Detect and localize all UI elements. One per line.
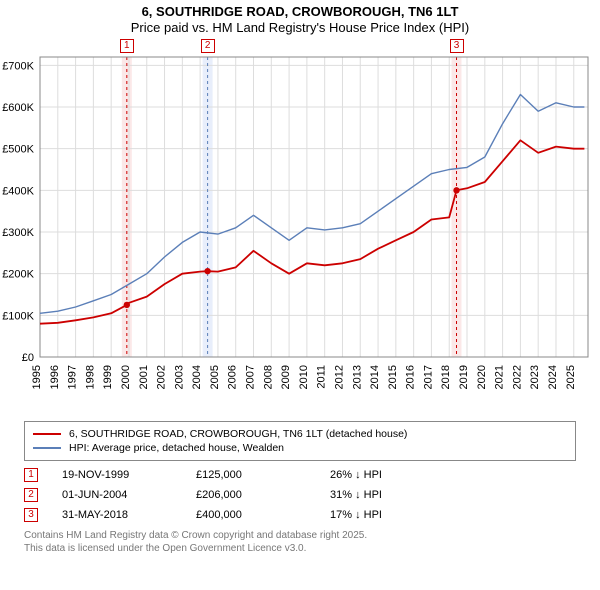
y-tick-label: £300K [2,227,34,239]
legend-label: HPI: Average price, detached house, Weal… [69,441,284,455]
y-tick-label: £400K [2,185,34,197]
sale-marker-dot [453,187,459,193]
footer-attribution: Contains HM Land Registry data © Crown c… [24,529,576,555]
footer-line2: This data is licensed under the Open Gov… [24,542,576,555]
sale-marker-dot [204,267,210,273]
sales-marker-num: 3 [24,508,38,522]
chart-title-block: 6, SOUTHRIDGE ROAD, CROWBOROUGH, TN6 1LT… [0,0,600,37]
sales-price: £125,000 [196,469,306,481]
x-tick-label: 2009 [280,365,292,389]
x-tick-label: 2023 [529,365,541,389]
y-tick-label: £200K [2,268,34,280]
x-tick-label: 2004 [191,365,203,389]
chart-container: £0 £100K £200K £300K £400K £500K £600K £700K 199… [0,37,600,417]
y-tick-label: £100K [2,310,34,322]
sales-price: £400,000 [196,509,306,521]
x-tick-label: 2008 [262,365,274,389]
sales-marker-num: 2 [24,488,38,502]
x-tick-label: 2022 [511,365,523,389]
x-tick-label: 1998 [84,365,96,389]
sale-marker-label: 3 [450,39,464,53]
x-tick-label: 1995 [31,365,43,389]
x-tick-label: 2011 [316,365,328,389]
legend-item: 6, SOUTHRIDGE ROAD, CROWBOROUGH, TN6 1LT… [33,427,567,441]
chart-title-line2: Price paid vs. HM Land Registry's House … [0,20,600,36]
x-tick-label: 2021 [494,365,506,389]
sales-date: 31-MAY-2018 [62,509,172,521]
x-tick-label: 2003 [173,365,185,389]
x-tick-label: 2025 [565,365,577,389]
x-tick-label: 2015 [387,365,399,389]
x-tick-label: 2007 [245,365,257,389]
x-tick-label: 2010 [298,365,310,389]
sale-marker-dot [124,301,130,307]
sales-date: 01-JUN-2004 [62,489,172,501]
sales-marker-num: 1 [24,468,38,482]
sale-marker-label: 1 [120,39,134,53]
x-tick-label: 2000 [120,365,132,389]
sales-delta: 26% ↓ HPI [330,469,382,481]
chart-svg: £0 £100K £200K £300K £400K £500K £600K £700K 199… [0,37,600,417]
x-tick-label: 2012 [333,365,345,389]
sales-table: 1 19-NOV-1999 £125,000 26% ↓ HPI 2 01-JUN-200… [24,465,576,525]
y-tick-label: £700K [2,60,34,72]
sales-table-row: 3 31-MAY-2018 £400,000 17% ↓ HPI [24,505,576,525]
sales-date: 19-NOV-1999 [62,469,172,481]
x-tick-label: 2020 [476,365,488,389]
x-tick-label: 2005 [209,365,221,389]
x-tick-label: 2018 [440,365,452,389]
sales-table-row: 2 01-JUN-2004 £206,000 31% ↓ HPI [24,485,576,505]
x-tick-label: 1996 [49,365,61,389]
footer-line1: Contains HM Land Registry data © Crown c… [24,529,576,542]
sale-marker-label: 2 [201,39,215,53]
legend-label: 6, SOUTHRIDGE ROAD, CROWBOROUGH, TN6 1LT… [69,427,407,441]
x-tick-label: 2006 [227,365,239,389]
sales-table-row: 1 19-NOV-1999 £125,000 26% ↓ HPI [24,465,576,485]
x-tick-label: 2019 [458,365,470,389]
x-tick-label: 2001 [138,365,150,389]
x-tick-label: 1999 [102,365,114,389]
x-tick-label: 2024 [547,365,559,389]
x-tick-label: 2016 [405,365,417,389]
y-tick-label: £600K [2,102,34,114]
sales-delta: 31% ↓ HPI [330,489,382,501]
legend-item: HPI: Average price, detached house, Weal… [33,441,567,455]
chart-title-line1: 6, SOUTHRIDGE ROAD, CROWBOROUGH, TN6 1LT [0,4,600,20]
legend-swatch [33,447,61,449]
legend: 6, SOUTHRIDGE ROAD, CROWBOROUGH, TN6 1LT… [24,421,576,461]
x-tick-label: 2014 [369,365,381,389]
y-tick-label: £0 [22,352,34,364]
x-tick-label: 2002 [156,365,168,389]
sales-price: £206,000 [196,489,306,501]
x-tick-label: 2017 [422,365,434,389]
sales-delta: 17% ↓ HPI [330,509,382,521]
legend-swatch [33,433,61,435]
x-tick-label: 2013 [351,365,363,389]
y-tick-label: £500K [2,143,34,155]
x-tick-label: 1997 [67,365,79,389]
